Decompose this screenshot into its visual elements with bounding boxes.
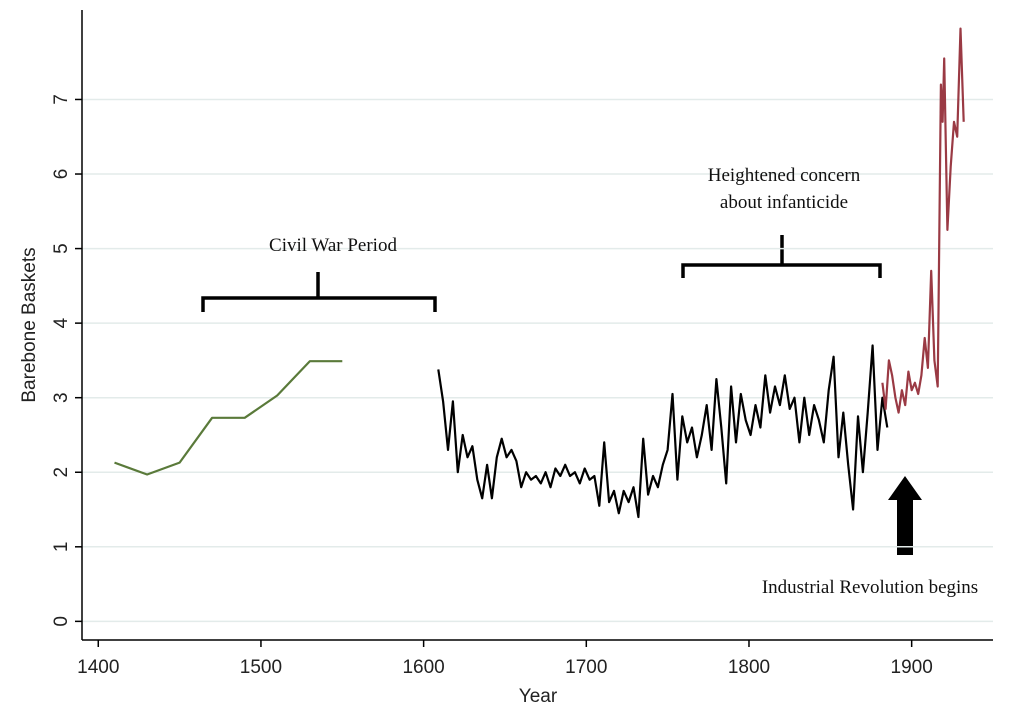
y-tick-label: 7: [51, 94, 72, 105]
annotation: Industrial Revolution begins: [762, 577, 978, 598]
y-tick-label: 3: [51, 392, 72, 403]
x-tick-label: 1700: [565, 657, 607, 678]
x-tick-label: 1400: [77, 657, 119, 678]
y-tick-label: 6: [51, 169, 72, 180]
annotation: Heightened concern: [708, 165, 861, 186]
data-line: [437, 344, 889, 519]
x-tick-label: 1900: [891, 657, 933, 678]
annotation: Civil War Period: [269, 235, 397, 256]
y-tick-label: 1: [51, 542, 72, 553]
x-tick-label: 1800: [728, 657, 770, 678]
y-tick-label: 4: [51, 317, 72, 328]
data-line: [881, 27, 965, 414]
arrow: [888, 476, 922, 555]
x-axis-label: Year: [519, 686, 558, 707]
bracket: [681, 235, 882, 278]
data-line: [114, 360, 343, 476]
y-tick-label: 5: [51, 243, 72, 254]
x-tick-label: 1600: [402, 657, 444, 678]
y-tick-label: 2: [51, 467, 72, 478]
y-tick-label: 0: [51, 616, 72, 627]
y-axis-label: Barebone Baskets: [19, 247, 40, 402]
bracket: [201, 272, 437, 312]
x-tick-label: 1500: [240, 657, 282, 678]
annotation: about infanticide: [720, 192, 848, 213]
